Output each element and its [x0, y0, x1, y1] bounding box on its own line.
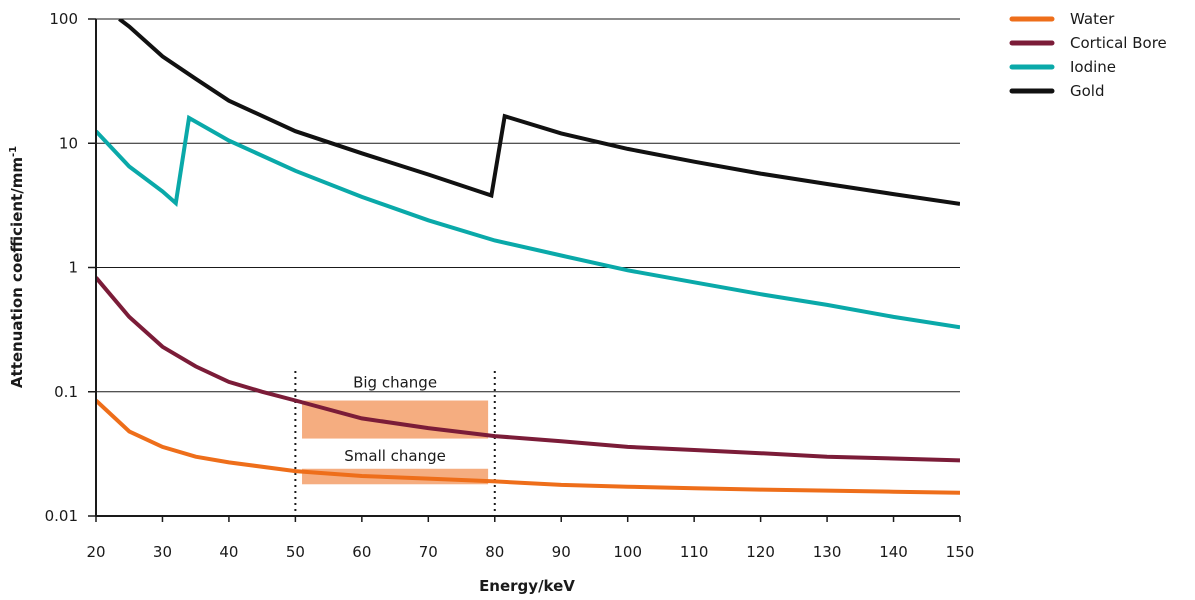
x-tick-label: 40 [219, 543, 238, 561]
x-tick-label: 140 [879, 543, 908, 561]
legend-label: Cortical Bore [1070, 34, 1167, 52]
legend: Water Cortical Bore Iodine Gold [1009, 10, 1167, 100]
y-axis-title-sup: -1 [8, 146, 19, 157]
big-change-label: Big change [353, 374, 437, 392]
legend-label: Gold [1070, 82, 1105, 100]
x-tick-label: 50 [286, 543, 305, 561]
x-tick-label: 20 [86, 543, 105, 561]
y-tick-label: 10 [59, 134, 78, 152]
x-tick-label: 60 [352, 543, 371, 561]
y-axis-title: Attenuation coefficient/mm-1 [8, 146, 26, 388]
legend-item: Water [1009, 10, 1115, 28]
axes [88, 18, 961, 522]
x-tick-label: 130 [813, 543, 842, 561]
y-tick-label: 0.01 [45, 507, 78, 525]
x-tick-label: 70 [419, 543, 438, 561]
series-line-gold [118, 19, 960, 206]
y-tick-label: 100 [49, 10, 78, 28]
x-tick-label: 100 [613, 543, 642, 561]
series-line-iodine [96, 114, 960, 330]
x-tick-label: 110 [680, 543, 709, 561]
series-line-cortical-bore [96, 276, 960, 463]
y-tick-label: 1 [68, 259, 78, 277]
series-lines [96, 19, 960, 495]
grid-lines [96, 18, 960, 517]
y-tick-label: 0.1 [54, 383, 78, 401]
x-tick-labels: 20 30 40 50 60 70 80 90 100 110 120 130 140 150 [86, 543, 974, 561]
legend-item: Gold [1009, 82, 1105, 100]
x-tick-label: 80 [485, 543, 504, 561]
legend-label: Iodine [1070, 58, 1116, 76]
legend-label: Water [1070, 10, 1115, 28]
legend-item: Iodine [1009, 58, 1116, 76]
y-axis-title-main: Attenuation coefficient/mm [8, 157, 26, 388]
range-markers [294, 371, 496, 516]
series-line-water [96, 399, 960, 495]
x-axis-title: Energy/keV [479, 577, 575, 595]
legend-item: Cortical Bore [1009, 34, 1167, 52]
x-tick-label: 120 [746, 543, 775, 561]
y-tick-labels: 0.01 0.1 1 10 100 [45, 10, 78, 525]
x-tick-label: 90 [552, 543, 571, 561]
x-tick-label: 150 [946, 543, 975, 561]
small-change-label: Small change [344, 447, 446, 465]
x-tick-label: 30 [153, 543, 172, 561]
